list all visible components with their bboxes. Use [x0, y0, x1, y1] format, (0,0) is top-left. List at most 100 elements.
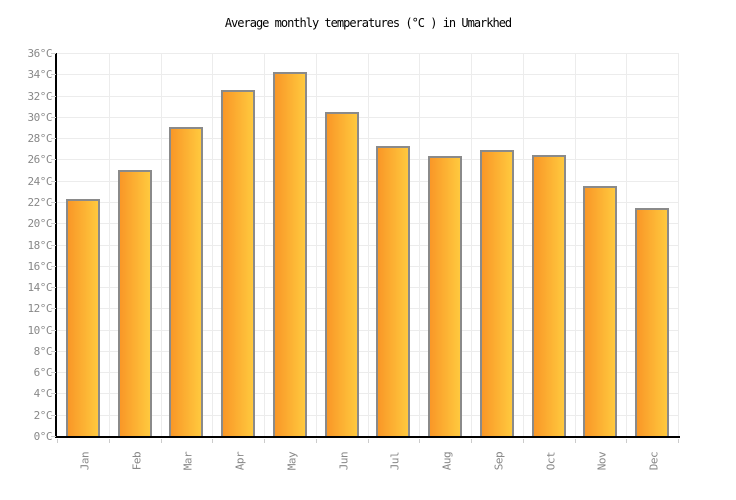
- x-axis-tick: [626, 439, 627, 443]
- bar-may: [273, 72, 307, 436]
- y-axis-tick-label: 12°C: [27, 302, 53, 316]
- y-axis-tick-label: 30°C: [27, 110, 53, 124]
- bar-aug: [428, 156, 462, 436]
- x-axis-label-sep: Sep: [492, 451, 506, 471]
- gridline-horizontal: [57, 74, 678, 76]
- y-axis-tick: [51, 393, 56, 395]
- x-axis-label-apr: Apr: [233, 451, 247, 471]
- bar-mar: [169, 127, 203, 436]
- bar-nov: [583, 186, 617, 436]
- bar-jul: [376, 146, 410, 436]
- gridline-vertical: [523, 53, 524, 436]
- x-axis-tick: [678, 439, 679, 443]
- y-axis-tick-label: 36°C: [27, 47, 53, 60]
- x-axis-tick: [316, 439, 317, 443]
- y-axis-tick-label: 28°C: [27, 132, 53, 146]
- x-axis-label-nov: Nov: [595, 451, 609, 471]
- gridline-horizontal: [57, 201, 678, 203]
- y-axis-tick: [51, 436, 56, 437]
- y-axis-tick: [51, 308, 56, 310]
- bar-dec: [635, 208, 669, 436]
- gridline-horizontal: [57, 223, 678, 225]
- y-axis-tick: [51, 159, 56, 161]
- gridline-vertical: [419, 53, 420, 436]
- chart-title: Average monthly temperatures (°C ) in Um…: [224, 16, 512, 30]
- x-axis-tick: [368, 439, 369, 443]
- y-axis-tick-label: 14°C: [27, 281, 53, 295]
- y-axis-tick-label: 34°C: [27, 68, 53, 82]
- gridline-horizontal: [57, 265, 678, 267]
- y-axis-tick: [51, 350, 56, 352]
- bar-oct: [532, 155, 566, 436]
- x-axis-label-aug: Aug: [440, 451, 454, 471]
- bar-jan: [66, 199, 100, 436]
- x-axis-tick: [471, 439, 472, 443]
- gridline-vertical: [678, 53, 679, 436]
- x-axis-tick: [523, 439, 524, 443]
- x-axis-label-may: May: [285, 451, 299, 471]
- y-axis-tick: [51, 244, 56, 246]
- y-axis-tick-label: 26°C: [27, 153, 53, 167]
- y-axis-tick: [51, 201, 56, 203]
- gridline-horizontal: [57, 244, 678, 246]
- y-axis-tick: [51, 95, 56, 97]
- gridline-horizontal: [57, 53, 678, 54]
- y-axis-tick: [51, 329, 56, 331]
- gridline-vertical: [368, 53, 369, 436]
- y-axis-tick-label: 16°C: [27, 259, 53, 273]
- bar-jun: [325, 112, 359, 436]
- gridline-horizontal: [57, 414, 678, 416]
- gridline-vertical: [575, 53, 576, 436]
- x-axis-tick: [264, 439, 265, 443]
- gridline-horizontal: [57, 308, 678, 310]
- x-axis-tick: [212, 439, 213, 443]
- y-axis-tick: [51, 265, 56, 267]
- bar-sep: [480, 150, 514, 436]
- y-axis-tick: [51, 53, 56, 54]
- gridline-horizontal: [57, 159, 678, 161]
- y-axis-tick: [51, 223, 56, 225]
- x-axis-tick: [575, 439, 576, 443]
- y-axis-tick: [51, 116, 56, 118]
- gridline-horizontal: [57, 138, 678, 140]
- gridline-vertical: [161, 53, 162, 436]
- gridline-vertical: [471, 53, 472, 436]
- y-axis-tick-label: 24°C: [27, 174, 53, 188]
- y-axis-tick-label: 32°C: [27, 89, 53, 103]
- bar-apr: [221, 90, 255, 436]
- gridline-horizontal: [57, 95, 678, 97]
- y-axis-tick: [51, 138, 56, 140]
- gridline-horizontal: [57, 372, 678, 374]
- bar-feb: [118, 170, 152, 436]
- gridline-vertical: [212, 53, 213, 436]
- x-axis-tick: [109, 439, 110, 443]
- gridline-horizontal: [57, 350, 678, 352]
- gridline-horizontal: [57, 393, 678, 395]
- y-axis-tick-label: 6°C: [33, 366, 53, 380]
- y-axis-tick-label: 2°C: [33, 408, 53, 422]
- plot-area: [57, 53, 679, 436]
- y-axis-tick-label: 18°C: [27, 238, 53, 252]
- x-axis-tick: [57, 439, 58, 443]
- y-axis-line: [55, 53, 57, 437]
- y-axis-tick-label: 8°C: [33, 344, 53, 358]
- y-axis-tick: [51, 372, 56, 374]
- x-axis-tick: [161, 439, 162, 443]
- gridline-horizontal: [57, 180, 678, 182]
- gridline-horizontal: [57, 287, 678, 289]
- gridline-vertical: [109, 53, 110, 436]
- x-axis-label-jun: Jun: [337, 451, 351, 471]
- y-axis-tick: [51, 180, 56, 182]
- y-axis-tick-label: 0°C: [33, 430, 53, 443]
- gridline-horizontal: [57, 116, 678, 118]
- x-axis-label-dec: Dec: [647, 451, 661, 471]
- y-axis-tick-label: 20°C: [27, 217, 53, 231]
- x-axis-label-feb: Feb: [130, 451, 144, 471]
- x-axis-label-jul: Jul: [388, 451, 402, 471]
- y-axis-tick: [51, 287, 56, 289]
- y-axis-tick-label: 22°C: [27, 195, 53, 209]
- x-axis-label-jan: Jan: [78, 451, 92, 471]
- y-axis-tick-label: 4°C: [33, 387, 53, 401]
- gridline-vertical: [626, 53, 627, 436]
